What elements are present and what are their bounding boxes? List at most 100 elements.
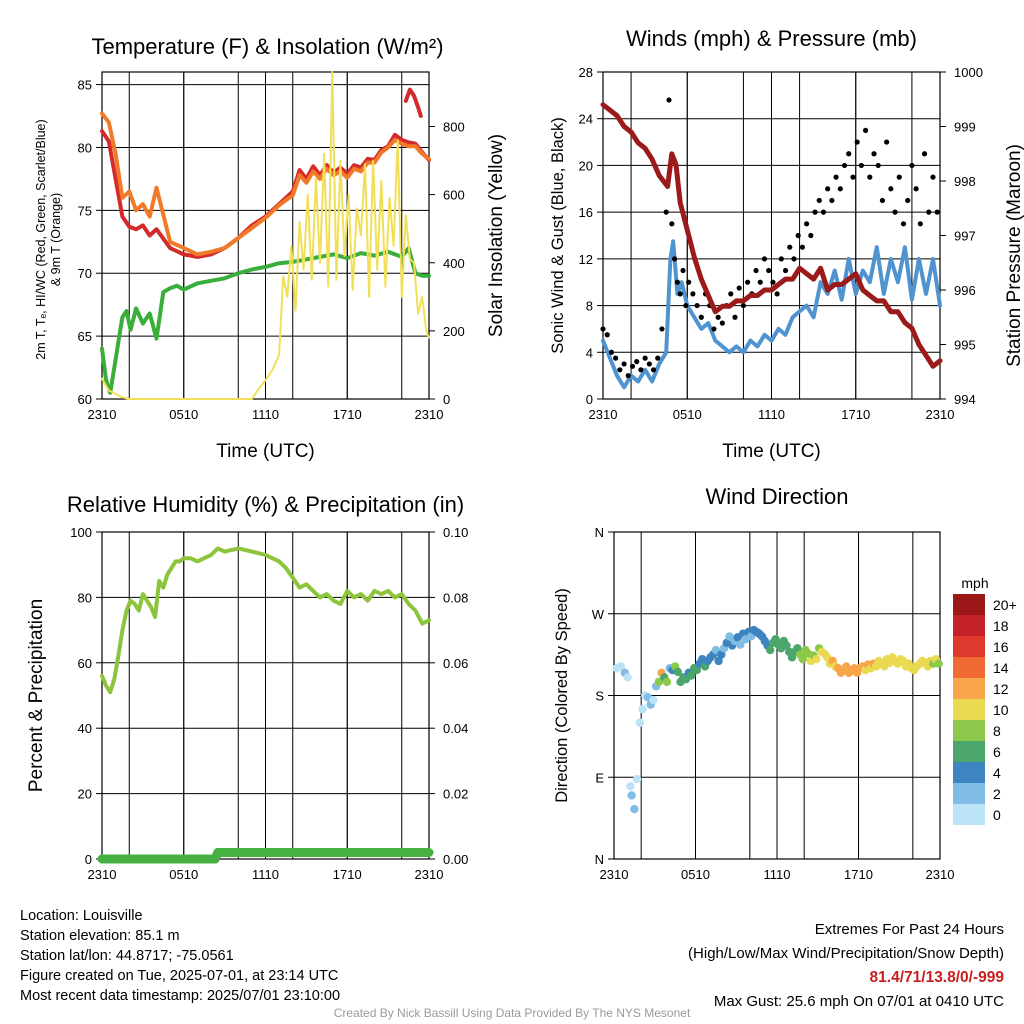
colorbar-swatch: [953, 594, 985, 615]
x-tick-label: 2310: [415, 867, 444, 882]
y-right-tick-label: 400: [443, 256, 465, 271]
y-tick-label: 80: [78, 590, 92, 605]
y-tick-label: 0: [586, 392, 593, 407]
colorbar-label: 8: [993, 723, 1001, 739]
gust-point: [829, 197, 835, 204]
chart-panel-2: Winds (mph) & Pressure (mb) 2310 0510 1110 1…: [549, 26, 1024, 462]
direction-point: [623, 673, 632, 682]
y-right-tick-label: 800: [443, 120, 465, 135]
x-tick-label: 2310: [589, 407, 618, 422]
colorbar-label: 20+: [993, 597, 1017, 613]
gust-point: [686, 279, 692, 285]
direction-point: [793, 644, 802, 653]
gust-point: [761, 256, 768, 262]
plot-frame: [101, 71, 430, 400]
direction-point: [649, 695, 658, 705]
series-line-hi-wc: [403, 87, 423, 118]
gust-point: [854, 139, 860, 145]
y-right-tick-label: 997: [954, 229, 976, 244]
gust-point: [905, 197, 911, 204]
y-right-tick-label: 0: [443, 392, 450, 407]
y-tick-label: 85: [78, 78, 92, 93]
x-tick-label: 1710: [333, 407, 362, 422]
y-tick-label: 40: [78, 721, 92, 736]
x-tick-label: 2310: [415, 407, 444, 422]
series-line-9m-t: [100, 111, 431, 257]
y-right-axis-label: Station Pressure (Maroon): [1004, 144, 1024, 367]
y-tick-label: 70: [78, 266, 92, 281]
gust-point: [921, 151, 928, 157]
gust-point: [617, 367, 623, 373]
colorbar-swatch: [953, 762, 985, 783]
gust-point: [674, 279, 681, 285]
direction-point: [630, 804, 639, 814]
gust-point: [867, 174, 873, 180]
gust-point: [715, 314, 721, 320]
direction-point: [687, 671, 696, 680]
y-tick-label: N: [595, 525, 604, 540]
colorbar-swatch: [953, 657, 985, 678]
colorbar-label: 4: [993, 765, 1001, 781]
x-axis-label: Time (UTC): [722, 441, 821, 462]
y-tick-label: E: [595, 770, 604, 785]
y-tick-label: 20: [78, 787, 92, 802]
gust-point: [833, 174, 839, 180]
y-tick-label: 8: [586, 299, 593, 314]
gust-point: [862, 127, 869, 133]
y-tick-label: 12: [579, 252, 593, 267]
series-line-station-pressure: [600, 102, 943, 369]
gust-point: [698, 314, 704, 320]
y-right-tick-label: 200: [443, 324, 465, 339]
y-tick-label: 4: [586, 345, 593, 360]
direction-point: [626, 782, 635, 791]
y-tick-label: S: [595, 689, 604, 704]
gust-point: [753, 267, 759, 274]
gust-point: [732, 314, 738, 320]
direction-point: [616, 662, 625, 671]
gust-point: [930, 174, 936, 180]
y-tick-label: 60: [78, 392, 92, 407]
gust-point: [782, 267, 789, 274]
y-right-tick-label: 0.02: [443, 787, 468, 802]
gust-point: [663, 209, 669, 215]
extremes-info: Extremes For Past 24 Hours (High/Low/Max…: [688, 918, 1004, 1014]
direction-point: [635, 718, 645, 727]
y-right-tick-label: 996: [954, 283, 976, 298]
gust-point: [672, 256, 678, 262]
gust-point: [638, 367, 644, 373]
gust-point: [888, 186, 894, 192]
colorbar-swatch: [953, 741, 985, 762]
x-tick-label: 1110: [252, 407, 279, 422]
gust-point: [740, 302, 747, 309]
y-tick-label: 100: [70, 525, 92, 540]
gust-point: [900, 221, 907, 227]
direction-point: [714, 656, 723, 666]
x-tick-label: 1110: [758, 407, 785, 422]
x-tick-label: 0510: [169, 867, 198, 882]
y-tick-label: 80: [78, 140, 92, 155]
gust-point: [934, 209, 940, 215]
credit-text: Created By Nick Bassill Using Data Provi…: [333, 1006, 691, 1020]
gust-point: [913, 186, 919, 192]
gust-point: [926, 209, 932, 215]
colorbar-label: 2: [993, 786, 1001, 802]
gust-point: [799, 244, 805, 250]
x-tick-label: 1110: [764, 867, 791, 882]
gust-point: [787, 244, 793, 250]
recent-data-text: Most recent data timestamp: 2025/07/01 2…: [20, 988, 341, 1004]
direction-point: [736, 640, 745, 649]
gust-point: [711, 326, 717, 332]
direction-point: [798, 654, 808, 664]
direction-point: [782, 641, 791, 650]
colorbar-label: 18: [993, 618, 1009, 634]
colorbar-swatch: [953, 636, 985, 657]
x-tick-label: 1710: [333, 867, 362, 882]
gust-point: [812, 209, 818, 215]
y-tick-label: W: [592, 607, 605, 622]
gust-point: [896, 174, 902, 180]
gust-point: [871, 151, 877, 157]
x-axis-label: Time (UTC): [216, 441, 315, 462]
x-tick-label: 1710: [841, 407, 870, 422]
